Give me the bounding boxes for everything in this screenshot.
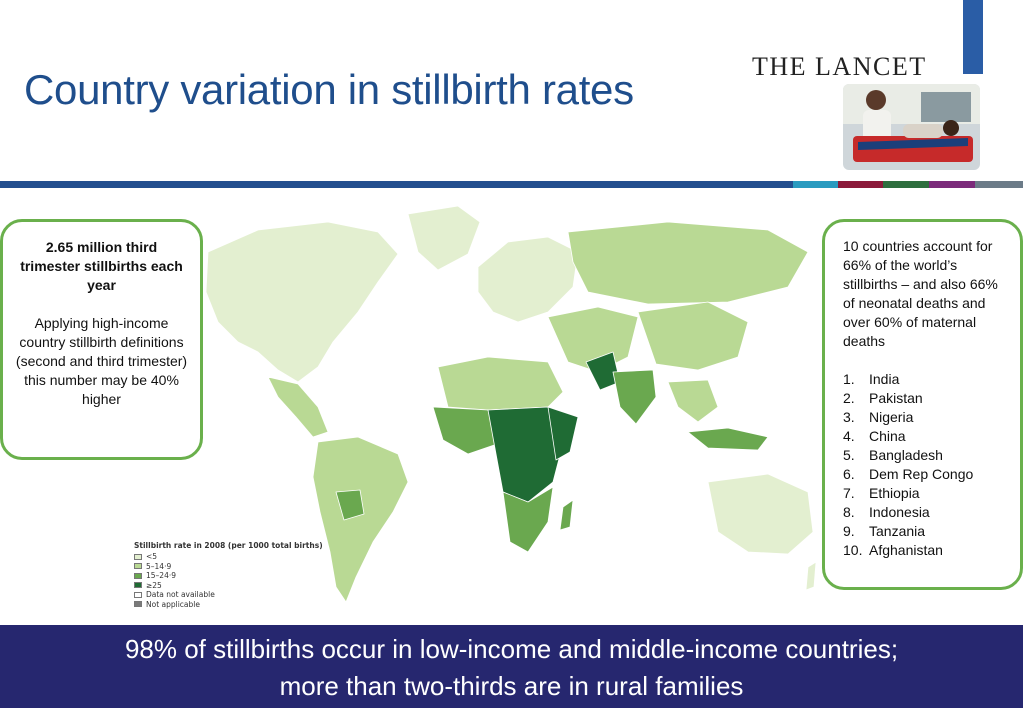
country-name: Ethiopia: [869, 485, 920, 501]
map-europe: [477, 236, 579, 323]
country-list-item: 7. Ethiopia: [843, 484, 1012, 503]
page-title: Country variation in stillbirth rates: [24, 66, 634, 113]
map-china: [637, 301, 749, 371]
lancet-logo: THE LANCET: [752, 52, 927, 81]
map-middle-east: [547, 306, 639, 373]
country-list-item: 10. Afghanistan: [843, 541, 1012, 560]
map-india: [612, 369, 657, 425]
country-rank: 3.: [843, 409, 855, 425]
map-greenland: [407, 205, 481, 271]
legend-item: 15–24·9: [134, 571, 323, 581]
country-list-item: 8. Indonesia: [843, 503, 1012, 522]
stripe-segment: [838, 181, 883, 188]
map-indonesia: [687, 427, 769, 451]
footer-line-1: 98% of stillbirths occur in low-income a…: [124, 634, 899, 664]
country-name: Dem Rep Congo: [869, 466, 974, 482]
legend-swatch: [134, 601, 142, 608]
country-rank: 4.: [843, 428, 855, 444]
header-stripe: [0, 181, 793, 188]
legend-item: Data not available: [134, 590, 323, 600]
corner-accent-bar: [963, 0, 983, 74]
map-south-america: [312, 436, 409, 603]
country-list-item: 4. China: [843, 427, 1012, 446]
country-name: Tanzania: [869, 523, 926, 539]
country-name: Afghanistan: [869, 542, 943, 558]
top-countries-list: 1. India 2. Pakistan 3. Nigeria 4. China 5. Bangl…: [843, 370, 1012, 560]
country-rank: 1.: [843, 371, 855, 387]
country-list-item: 5. Bangladesh: [843, 446, 1012, 465]
world-map: [108, 192, 820, 622]
country-list-item: 9. Tanzania: [843, 522, 1012, 541]
stillbirth-count-body: Applying high-income country stillbirth …: [15, 315, 188, 407]
country-name: China: [869, 428, 906, 444]
legend-title: Stillbirth rate in 2008 (per 1000 total …: [134, 541, 323, 550]
country-rank: 8.: [843, 504, 855, 520]
country-name: India: [869, 371, 900, 387]
country-name: Indonesia: [869, 504, 930, 520]
stripe-segment: [793, 181, 838, 188]
legend-swatch: [134, 563, 142, 570]
map-new-zealand: [805, 561, 817, 591]
country-list-item: 6. Dem Rep Congo: [843, 465, 1012, 484]
country-rank: 9.: [843, 523, 855, 539]
country-rank: 2.: [843, 390, 855, 406]
legend-item: <5: [134, 552, 323, 562]
country-rank: 5.: [843, 447, 855, 463]
country-list-item: 1. India: [843, 370, 1012, 389]
legend-label: Not applicable: [146, 599, 200, 609]
legend-swatch: [134, 572, 142, 579]
country-list-item: 2. Pakistan: [843, 389, 1012, 408]
legend-item: Not applicable: [134, 600, 323, 610]
map-bolivia: [335, 489, 365, 521]
stillbirth-count-heading: 2.65 million third trimester stillbirths…: [20, 239, 183, 293]
map-madagascar: [559, 499, 574, 531]
legend-swatch: [134, 553, 142, 560]
top-countries-intro: 10 countries account for 66% of the worl…: [843, 238, 998, 349]
country-rank: 10.: [843, 542, 863, 558]
legend-swatch: [134, 582, 142, 589]
legend-label: 15–24·9: [146, 571, 176, 581]
map-southeast-asia: [667, 379, 719, 423]
country-rank: 7.: [843, 485, 855, 501]
country-list-item: 3. Nigeria: [843, 408, 1012, 427]
map-southern-africa: [502, 486, 554, 553]
header-photo: [843, 84, 980, 170]
legend-label: 5–14·9: [146, 561, 172, 571]
stripe-segment: [975, 181, 1023, 188]
legend-item: ≥25: [134, 581, 323, 591]
map-australia: [707, 473, 814, 555]
country-name: Nigeria: [869, 409, 914, 425]
map-central-america: [267, 376, 329, 438]
map-west-africa: [432, 406, 504, 455]
map-north-america: [205, 221, 399, 383]
legend-label: Data not available: [146, 590, 215, 600]
map-legend: Stillbirth rate in 2008 (per 1000 total …: [134, 541, 323, 609]
map-north-africa: [437, 356, 564, 411]
footer-banner: 98% of stillbirths occur in low-income a…: [0, 625, 1023, 708]
country-name: Bangladesh: [869, 447, 943, 463]
map-russia: [567, 221, 809, 305]
top-countries-box: 10 countries account for 66% of the worl…: [822, 219, 1023, 590]
stripe-segment: [929, 181, 975, 188]
country-name: Pakistan: [869, 390, 923, 406]
footer-line-2: more than two-thirds are in rural famili…: [279, 671, 744, 701]
legend-swatch: [134, 591, 142, 598]
legend-label: ≥25: [146, 580, 162, 590]
stillbirth-count-box: 2.65 million third trimester stillbirths…: [0, 219, 203, 460]
map-east-africa: [547, 406, 579, 461]
legend-item: 5–14·9: [134, 562, 323, 572]
stripe-segment: [883, 181, 929, 188]
legend-label: <5: [146, 552, 158, 562]
country-rank: 6.: [843, 466, 855, 482]
